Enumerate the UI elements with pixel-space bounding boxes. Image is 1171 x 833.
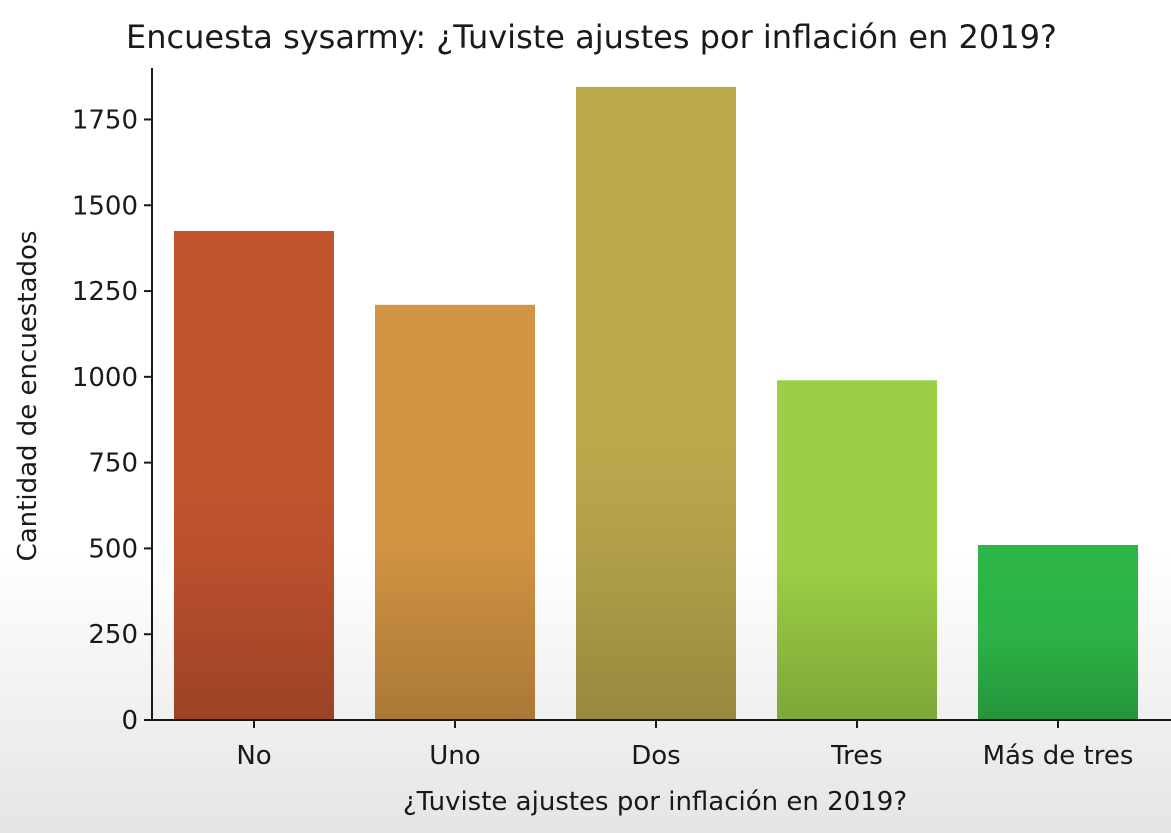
x-tick-label: Dos bbox=[631, 741, 680, 771]
y-tick-label: 1250 bbox=[72, 277, 138, 307]
bar-más-de-tres bbox=[978, 544, 1138, 720]
bar-dos bbox=[576, 86, 736, 721]
y-tick-label: 1750 bbox=[72, 105, 138, 135]
x-tick-label: Uno bbox=[429, 741, 480, 771]
x-tick-label: No bbox=[236, 741, 271, 771]
y-tick-label: 750 bbox=[88, 449, 138, 479]
y-tick-label: 1500 bbox=[72, 191, 138, 221]
x-tick-label: Más de tres bbox=[983, 741, 1134, 771]
y-tick-label: 0 bbox=[121, 706, 138, 736]
y-axis-label: Cantidad de encuestados bbox=[13, 231, 43, 562]
bar-uno bbox=[375, 304, 535, 720]
y-tick-label: 1000 bbox=[72, 363, 138, 393]
y-tick-label: 500 bbox=[88, 534, 138, 564]
bar-tres bbox=[777, 380, 937, 720]
bars-layer bbox=[174, 86, 1138, 721]
x-tick-label: Tres bbox=[830, 741, 883, 771]
bar-no bbox=[174, 231, 334, 720]
y-tick-label: 250 bbox=[88, 620, 138, 650]
x-axis-ticks: No Uno Dos Tres Más de tres bbox=[236, 720, 1133, 771]
chart-title: Encuesta sysarmy: ¿Tuviste ajustes por i… bbox=[126, 18, 1057, 56]
x-axis-label: ¿Tuviste ajustes por inflación en 2019? bbox=[403, 787, 907, 817]
y-axis-ticks: 0 250 500 750 1000 1250 1500 1750 bbox=[72, 105, 152, 736]
